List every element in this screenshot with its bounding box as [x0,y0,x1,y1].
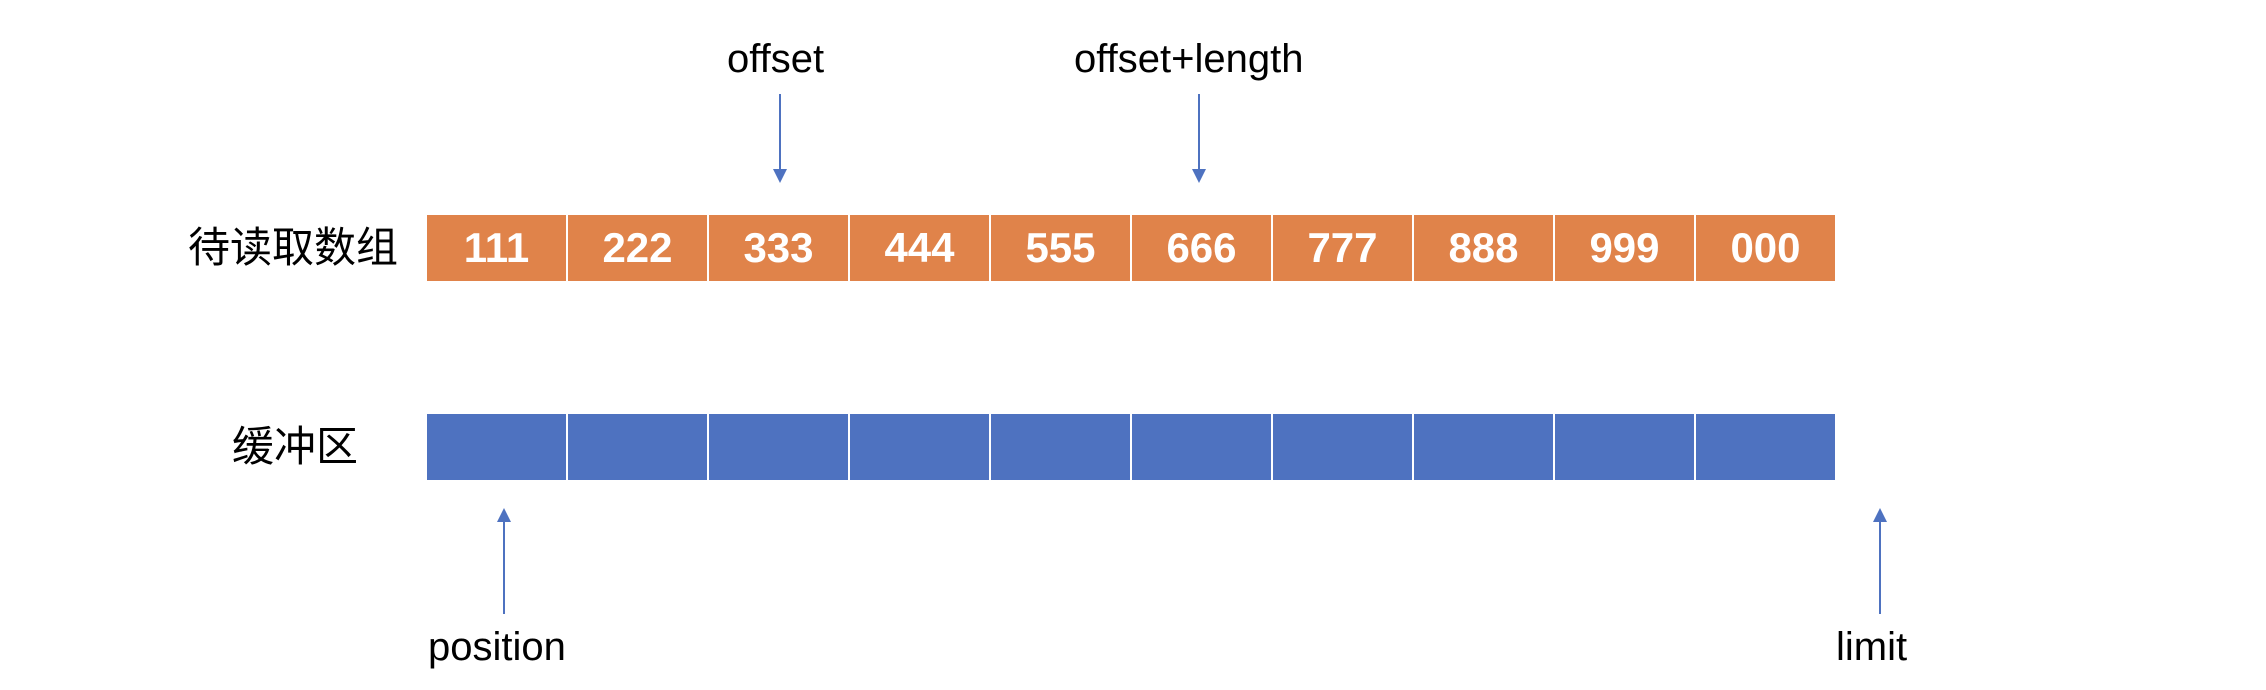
source-cell: 777 [1273,215,1412,281]
source-array-label: 待读取数组 [188,223,399,272]
buffer-cell [1273,414,1412,480]
limit-label: limit [1836,625,1908,669]
source-cell: 555 [991,215,1130,281]
buffer-cell [1696,414,1835,480]
buffer-cell [1414,414,1553,480]
source-cell: 444 [850,215,989,281]
source-cell: 333 [709,215,848,281]
source-cell: 222 [568,215,707,281]
limit-arrow [1870,508,1890,614]
position-arrow [494,508,514,614]
buffer-cell [709,414,848,480]
buffer-cell [1132,414,1271,480]
source-cell: 666 [1132,215,1271,281]
buffer-label: 缓冲区 [232,422,359,471]
offset-arrow [770,94,790,184]
buffer-cell [1555,414,1694,480]
source-cell: 888 [1414,215,1553,281]
source-cell: 999 [1555,215,1694,281]
position-label: position [428,625,566,669]
offset-length-label: offset+length [1074,37,1304,81]
buffer-array [427,414,1835,480]
source-cell: 000 [1696,215,1835,281]
buffer-cell [568,414,707,480]
buffer-cell [427,414,566,480]
buffer-cell [850,414,989,480]
offset-label: offset [727,37,825,81]
source-array: 111 222 333 444 555 666 777 888 999 000 [427,215,1835,281]
source-cell: 111 [427,215,566,281]
buffer-cell [991,414,1130,480]
offset-length-arrow [1189,94,1209,184]
